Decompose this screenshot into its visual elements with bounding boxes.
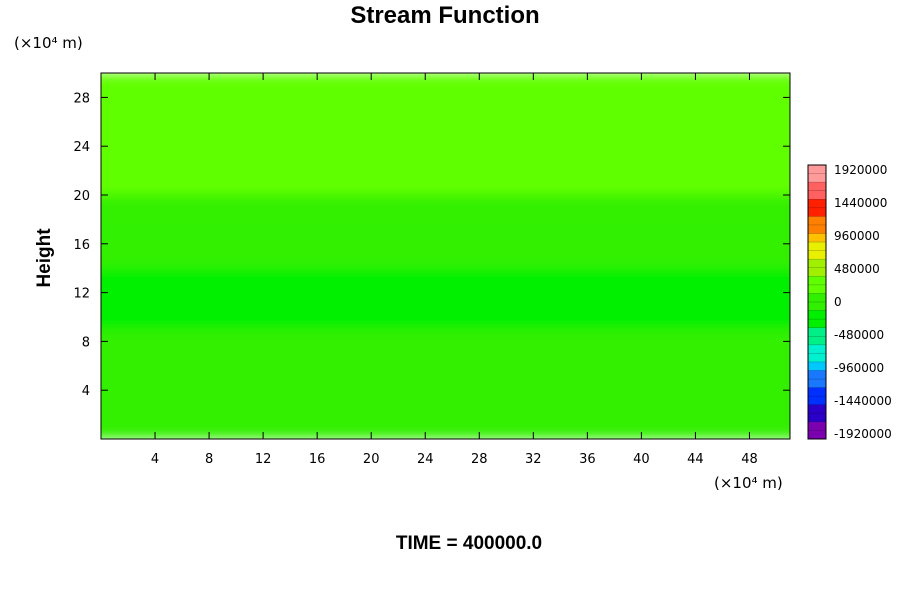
colorbar-tick-label: -1440000 — [834, 394, 892, 408]
stream-function-field — [101, 73, 790, 439]
colorbar-segment — [808, 224, 826, 234]
colorbar-segment — [808, 353, 826, 363]
colorbar-segment — [808, 190, 826, 200]
colorbar-tick-label: 960000 — [834, 229, 880, 243]
colorbar-segment — [808, 421, 826, 431]
x-tick-label: 36 — [579, 452, 596, 467]
colorbar-segment — [808, 259, 826, 269]
colorbar-segment — [808, 319, 826, 329]
y-tick-label: 4 — [82, 384, 90, 399]
colorbar-segment — [808, 404, 826, 414]
colorbar-segment — [808, 387, 826, 397]
x-tick-label: 16 — [309, 452, 326, 467]
colorbar-tick-label: -480000 — [834, 328, 884, 342]
colorbar-segment — [808, 302, 826, 312]
colorbar-segment — [808, 242, 826, 252]
colorbar-tick-label: 480000 — [834, 262, 880, 276]
y-tick-label: 24 — [73, 140, 90, 155]
field-band — [101, 73, 790, 195]
colorbar-segment — [808, 165, 826, 175]
x-axis-unit: (×10⁴ m) — [714, 474, 783, 492]
y-axis: 4 8 12 16 20 24 28 — [73, 91, 790, 399]
field-feature — [317, 274, 615, 293]
colorbar-segment — [808, 276, 826, 286]
x-tick-label: 8 — [205, 452, 213, 467]
colorbar-segment — [808, 199, 826, 209]
colorbar-segment — [808, 250, 826, 260]
colorbar-segment — [808, 293, 826, 303]
colorbar-segment — [808, 370, 826, 380]
y-tick-label: 12 — [73, 287, 90, 302]
colorbar-segment — [808, 430, 826, 440]
field-band — [101, 329, 790, 439]
x-tick-label: 44 — [687, 452, 704, 467]
colorbar-segment — [808, 327, 826, 337]
field-feature — [344, 207, 615, 226]
colorbar-segment — [808, 379, 826, 389]
chart-title: Stream Function — [350, 2, 539, 29]
colorbar-segment — [808, 216, 826, 226]
y-tick-label: 8 — [82, 335, 90, 350]
colorbar-segment — [808, 396, 826, 406]
colorbar-segment — [808, 207, 826, 217]
field-band — [101, 231, 790, 269]
colorbar-segment — [808, 336, 826, 346]
colorbar-tick-label: -1920000 — [834, 427, 892, 441]
y-axis-label: Height — [34, 228, 55, 288]
colorbar-tick-label: 0 — [834, 295, 842, 309]
y-tick-label: 20 — [73, 189, 90, 204]
colorbar-segment — [808, 413, 826, 423]
x-tick-label: 40 — [633, 452, 650, 467]
x-tick-label: 4 — [151, 452, 159, 467]
y-tick-label: 28 — [73, 91, 90, 106]
x-axis: 4 8 12 16 20 24 28 32 36 40 44 48 — [151, 73, 758, 467]
colorbar-tick-label: -960000 — [834, 361, 884, 375]
colorbar-segment — [808, 361, 826, 371]
colorbar-frame — [807, 164, 827, 440]
colorbar-segment — [808, 284, 826, 294]
colorbar-segment — [808, 182, 826, 192]
x-tick-label: 28 — [471, 452, 488, 467]
x-tick-label: 12 — [255, 452, 272, 467]
colorbar-tick-label: 1440000 — [834, 196, 887, 210]
plot-frame — [100, 72, 791, 440]
colorbar-segment — [808, 233, 826, 243]
x-tick-label: 48 — [741, 452, 758, 467]
colorbar-segment — [808, 173, 826, 183]
colorbar-segment — [808, 310, 826, 320]
time-label: TIME = 400000.0 — [396, 533, 542, 554]
y-axis-unit: (×10⁴ m) — [14, 34, 83, 52]
colorbar-segment — [808, 267, 826, 277]
y-tick-label: 16 — [73, 238, 90, 253]
colorbar-tick-label: 1920000 — [834, 163, 887, 177]
x-tick-label: 24 — [417, 452, 434, 467]
colorbar: 1920000 1440000 960000 480000 0 -480000 -96000… — [807, 163, 892, 441]
x-tick-label: 20 — [363, 452, 380, 467]
x-tick-label: 32 — [525, 452, 542, 467]
colorbar-segment — [808, 344, 826, 354]
